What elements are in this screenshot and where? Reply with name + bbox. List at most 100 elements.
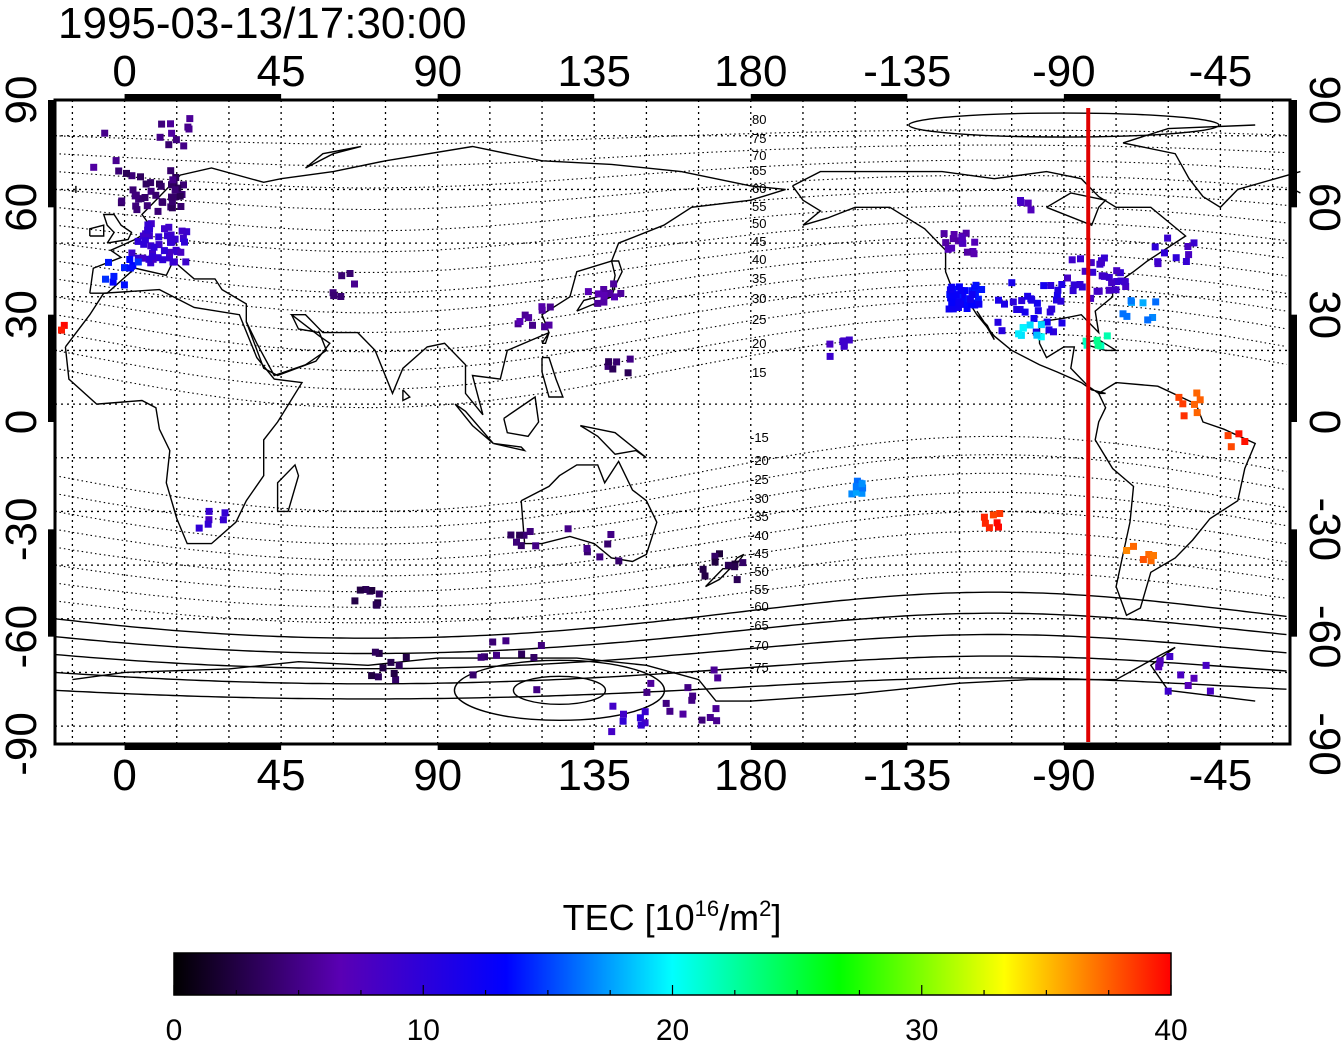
tec-point — [1180, 412, 1188, 420]
tec-point — [949, 292, 957, 300]
tec-point — [126, 256, 134, 263]
contour-label: -70 — [750, 638, 769, 653]
tec-point — [600, 286, 608, 293]
tec-point — [169, 176, 177, 184]
left-axis-bar — [48, 314, 55, 422]
tec-point — [713, 717, 721, 725]
tec-point — [115, 167, 123, 175]
coastline — [64, 288, 304, 545]
tec-point — [959, 239, 966, 247]
tec-point — [995, 523, 1002, 531]
tec-point — [710, 666, 718, 674]
tec-point — [126, 264, 134, 272]
tec-point — [160, 247, 168, 255]
tec-point — [1089, 268, 1097, 276]
left-lat-tick-label: 30 — [0, 290, 46, 339]
tec-point — [1206, 687, 1214, 695]
tec-point — [994, 318, 1002, 326]
tec-point — [1121, 278, 1129, 286]
tec-point — [739, 559, 747, 567]
magnetic-contour-line — [54, 315, 1287, 390]
coastline — [276, 463, 300, 513]
tec-point — [1103, 332, 1111, 340]
tec-point — [362, 586, 370, 593]
tec-point — [152, 191, 160, 199]
tec-point — [1235, 430, 1243, 438]
tec-point — [167, 120, 174, 128]
tec-point — [615, 557, 623, 565]
tec-point — [995, 296, 1002, 304]
tec-point — [604, 362, 612, 370]
tec-point — [958, 234, 966, 241]
left-lat-tick-label: -90 — [0, 712, 46, 776]
tec-point — [1017, 197, 1024, 204]
tec-point — [711, 558, 719, 566]
tec-point — [839, 338, 847, 346]
magnetic-contour-line — [54, 550, 1287, 608]
magnetic-contour-line — [54, 159, 1287, 189]
right-lat-tick-label: -90 — [1300, 712, 1344, 776]
tec-point — [596, 553, 604, 561]
magnetic-contour-line — [54, 189, 1287, 232]
tec-point — [351, 597, 359, 605]
top-axis-bar — [750, 94, 908, 101]
tec-point — [101, 129, 109, 137]
tec-point — [145, 232, 153, 240]
coastline — [72, 646, 1256, 702]
contour-label: 30 — [752, 291, 766, 306]
tec-point — [180, 142, 188, 150]
tec-point — [157, 182, 165, 190]
tec-point — [641, 719, 649, 727]
tec-point — [374, 673, 382, 681]
tec-point — [981, 519, 989, 527]
axis-bars — [48, 94, 1297, 750]
tec-point — [978, 286, 986, 293]
tec-point — [168, 193, 175, 201]
tec-point — [980, 513, 988, 521]
tec-point — [1156, 657, 1164, 665]
tec-point — [166, 254, 173, 262]
magnetic-contour-line — [54, 454, 1287, 529]
bottom-lon-tick-label: -90 — [1032, 751, 1096, 800]
tec-point — [507, 531, 515, 539]
tec-point — [371, 648, 379, 656]
tec-point — [546, 303, 554, 311]
tec-point — [171, 235, 179, 243]
coastline — [245, 314, 328, 377]
tec-point — [1154, 258, 1162, 266]
coastline — [520, 459, 658, 563]
tec-point — [626, 355, 634, 363]
tec-point — [186, 115, 194, 123]
colorbar-tick-label: 20 — [656, 1014, 689, 1047]
right-axis-bar — [1290, 314, 1297, 422]
tec-point — [155, 241, 163, 249]
tec-point — [128, 172, 136, 180]
left-lat-tick-label: -30 — [0, 498, 46, 562]
tec-point — [518, 650, 526, 658]
top-lon-tick-label: 90 — [413, 47, 462, 96]
top-lon-tick-label: -45 — [1189, 47, 1253, 96]
tec-point — [948, 298, 956, 306]
tec-point — [714, 674, 722, 682]
coastline — [579, 424, 647, 459]
tec-measurements — [58, 115, 1249, 736]
tec-point — [1241, 438, 1249, 445]
magnetic-contour-line — [54, 129, 1287, 145]
tec-point — [379, 664, 387, 672]
tec-point — [1172, 254, 1180, 262]
tec-point — [600, 292, 608, 300]
colorbar-tick-label: 10 — [407, 1014, 440, 1047]
contour-label: 70 — [752, 148, 766, 163]
coastline — [1122, 124, 1301, 209]
coastline — [541, 356, 564, 398]
tec-point — [643, 688, 651, 696]
tec-point — [1054, 286, 1062, 294]
tec-point — [584, 288, 592, 296]
bottom-lon-tick-label: 180 — [714, 751, 787, 800]
tec-point — [118, 197, 126, 205]
magnetic-contour-line — [54, 530, 1287, 593]
bottom-lon-tick-label: -135 — [863, 751, 951, 800]
contour-label: -65 — [750, 618, 769, 633]
tec-point — [390, 670, 398, 677]
